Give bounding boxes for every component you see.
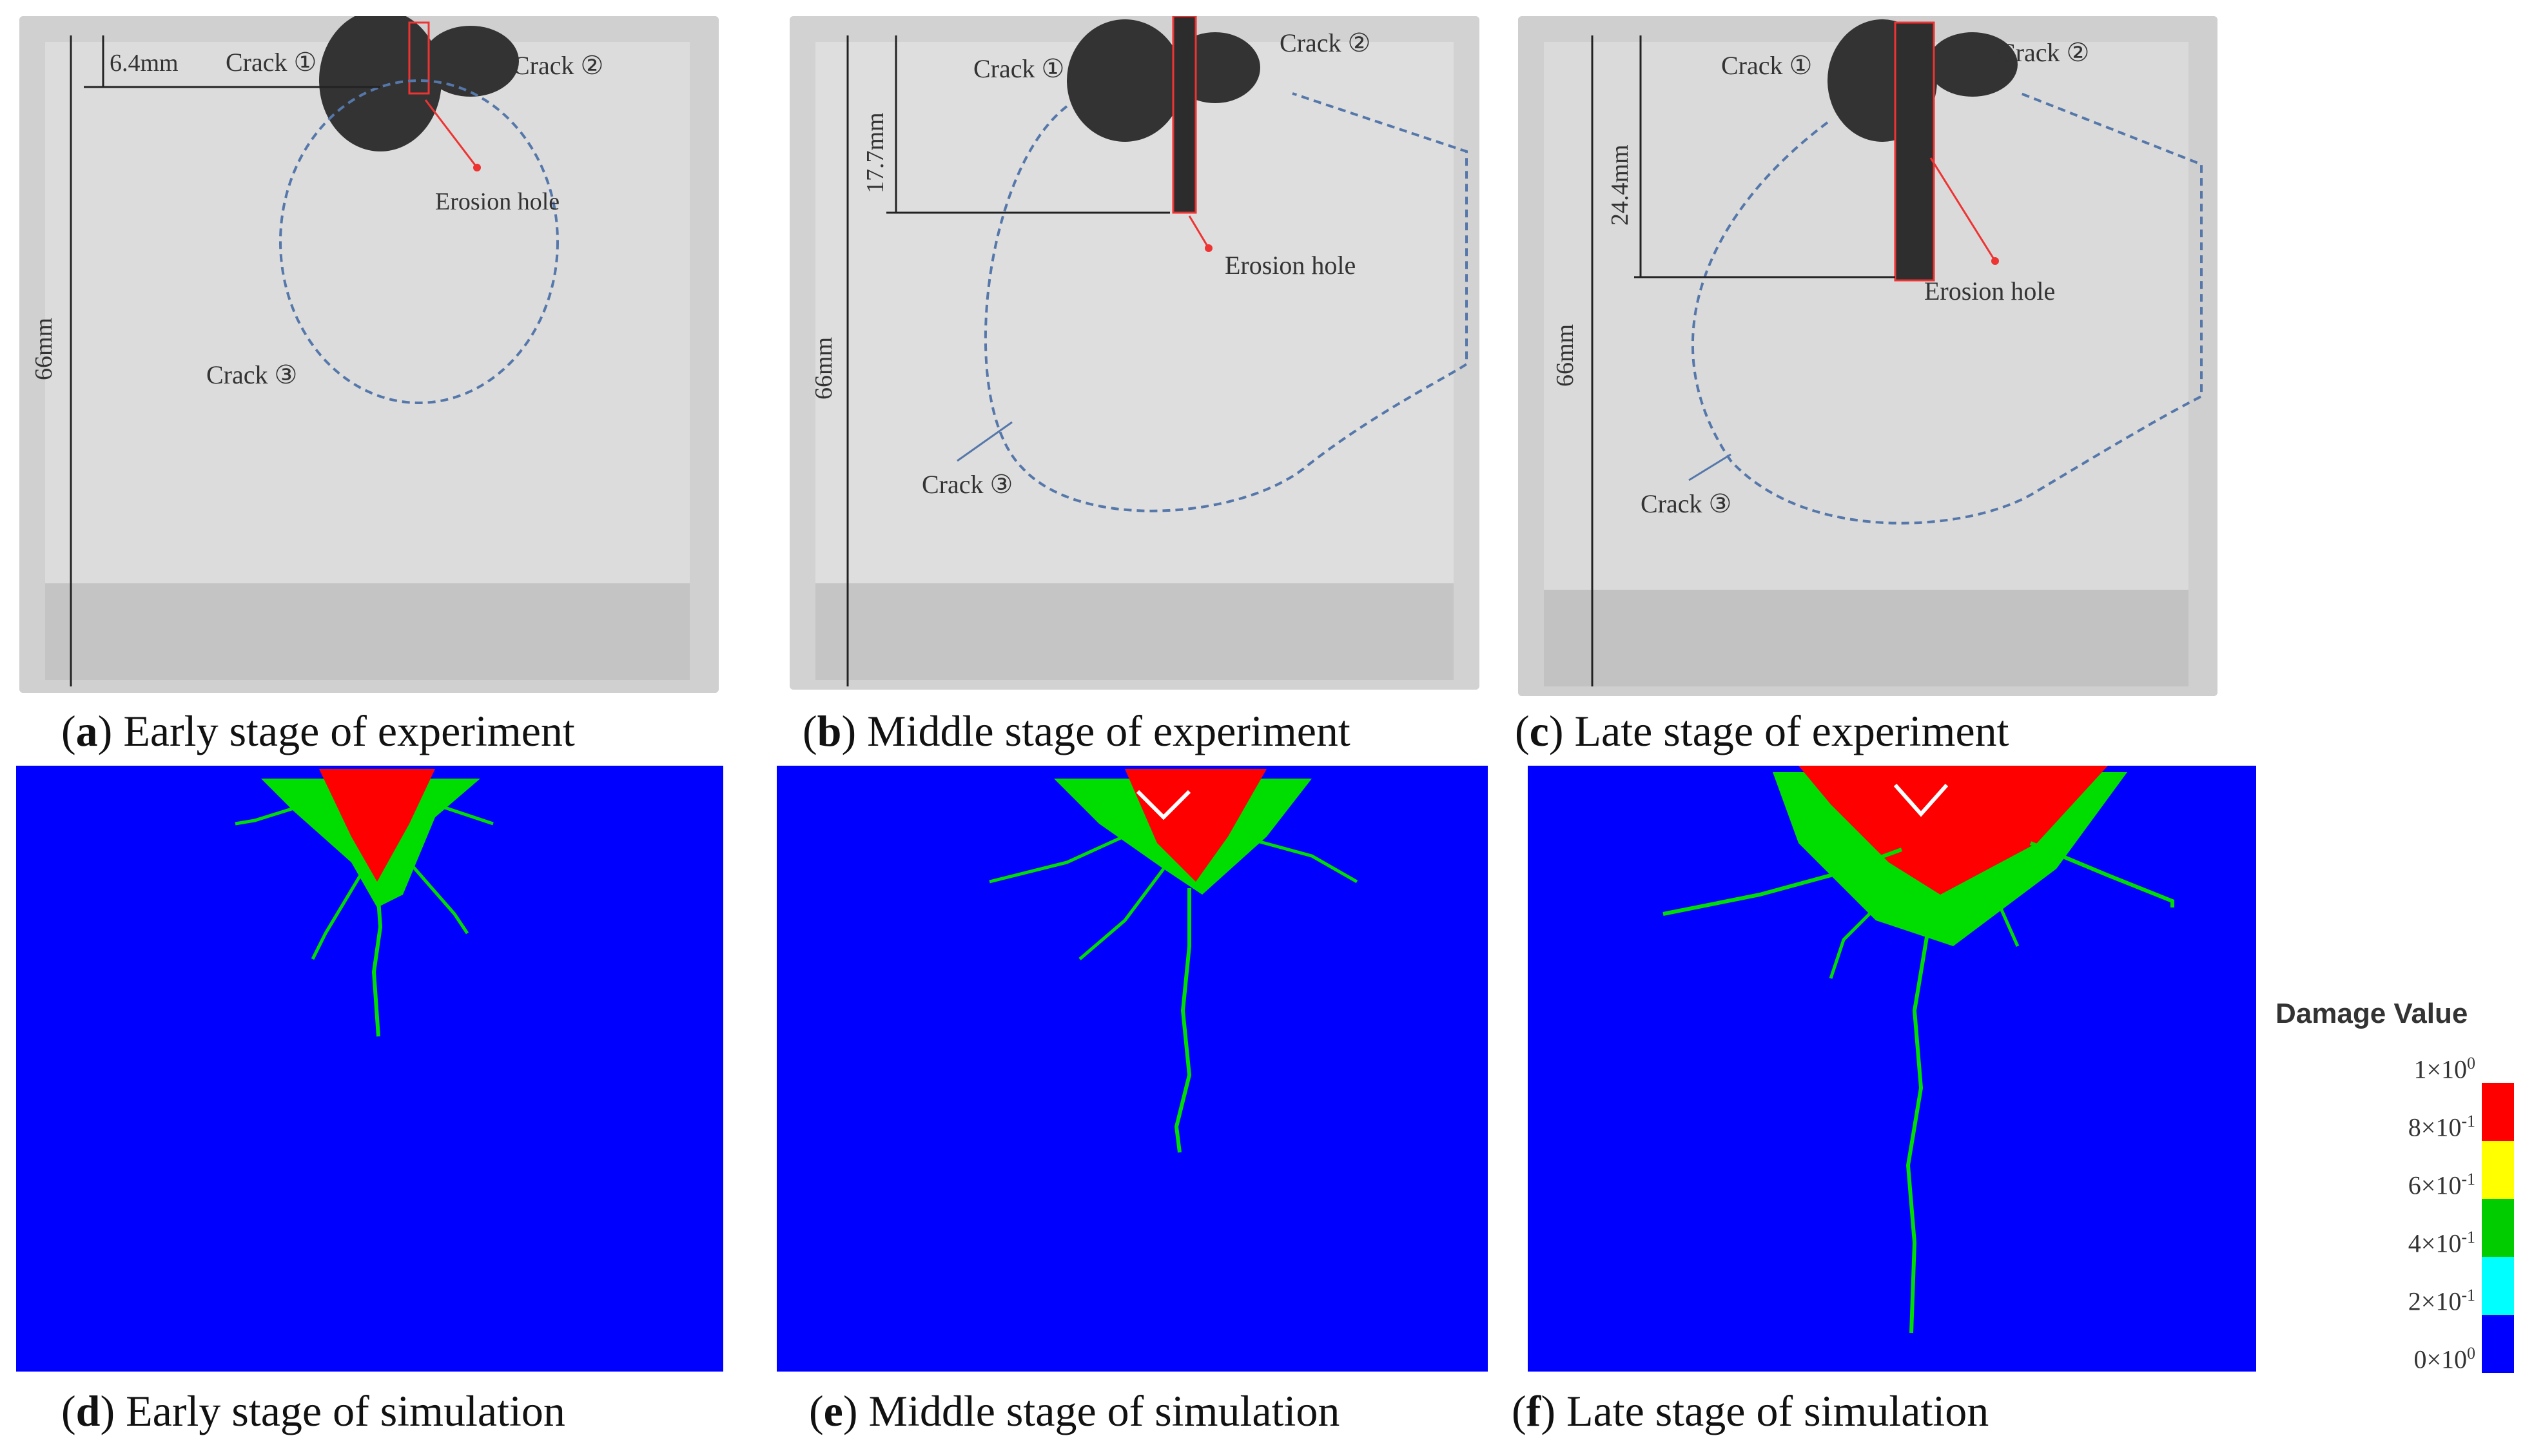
legend-swatch-red — [2482, 1083, 2514, 1141]
legend-tick-0_4: 4×10-1 — [2408, 1228, 2475, 1258]
legend-swatch-cyan — [2482, 1257, 2514, 1315]
legend-swatch-yellow — [2482, 1141, 2514, 1199]
sim-late — [1528, 766, 2256, 1372]
depth-label-b: 17.7mm — [862, 112, 889, 193]
sim-middle-damage — [989, 769, 1358, 1153]
photo-annotations: Crack ① Crack ② Crack ③ Erosion hole 6.4… — [30, 28, 2089, 518]
height-label-b: 66mm — [810, 337, 837, 400]
photo-late-experiment — [1518, 16, 2217, 696]
sim-middle — [777, 766, 1488, 1372]
erosion-hole-label-b: Erosion hole — [1225, 251, 1356, 280]
sim-early-damage — [235, 769, 494, 1037]
crack2-label-b: Crack ② — [1280, 28, 1370, 57]
sim-late-damage — [1662, 766, 2174, 1334]
crack3-label-c: Crack ③ — [1641, 489, 1731, 518]
caption-b: (b) Middle stage of experiment — [803, 706, 1350, 755]
legend-tick-0_6: 6×10-1 — [2408, 1170, 2475, 1200]
photo-middle-drawing — [790, 16, 1479, 690]
legend-swatch-blue — [2482, 1315, 2514, 1373]
height-label-c: 66mm — [1552, 324, 1579, 387]
crack3-label-b: Crack ③ — [922, 470, 1013, 499]
legend-title: Damage Value — [2276, 998, 2468, 1029]
caption-a: (a) Early stage of experiment — [61, 706, 575, 755]
caption-f: (f) Late stage of simulation — [1512, 1386, 1989, 1435]
crack2-label-a: Crack ② — [512, 51, 603, 80]
crack3-label-a: Crack ③ — [206, 360, 297, 389]
legend-tick-1: 1×100 — [2413, 1054, 2475, 1084]
photo-late-drawing — [1518, 16, 2217, 696]
legend-tick-0_8: 8×10-1 — [2408, 1112, 2475, 1142]
caption-e: (e) Middle stage of simulation — [809, 1386, 1340, 1435]
sim-early — [16, 766, 723, 1372]
legend-swatch-green — [2482, 1199, 2514, 1257]
depth-label-a: 6.4mm — [110, 50, 179, 77]
legend-tick-0: 0×100 — [2413, 1344, 2475, 1374]
caption-c: (c) Late stage of experiment — [1515, 706, 2009, 755]
crack1-label-b: Crack ① — [973, 54, 1064, 83]
height-label-a: 66mm — [30, 318, 57, 380]
caption-d: (d) Early stage of simulation — [61, 1386, 565, 1435]
crack1-label-c: Crack ① — [1721, 51, 1812, 80]
erosion-hole-label-c: Erosion hole — [1924, 277, 2055, 306]
photo-early-experiment — [19, 16, 719, 693]
crack2-label-c: Crack ② — [1998, 38, 2089, 67]
photo-middle-experiment — [790, 16, 1479, 690]
depth-label-c: 24.4mm — [1606, 144, 1633, 226]
photo-early-drawing — [19, 16, 719, 693]
erosion-hole-label-a: Erosion hole — [435, 188, 560, 215]
legend-tick-0_2: 2×10-1 — [2408, 1286, 2475, 1316]
crack1-label-a: Crack ① — [226, 48, 317, 77]
